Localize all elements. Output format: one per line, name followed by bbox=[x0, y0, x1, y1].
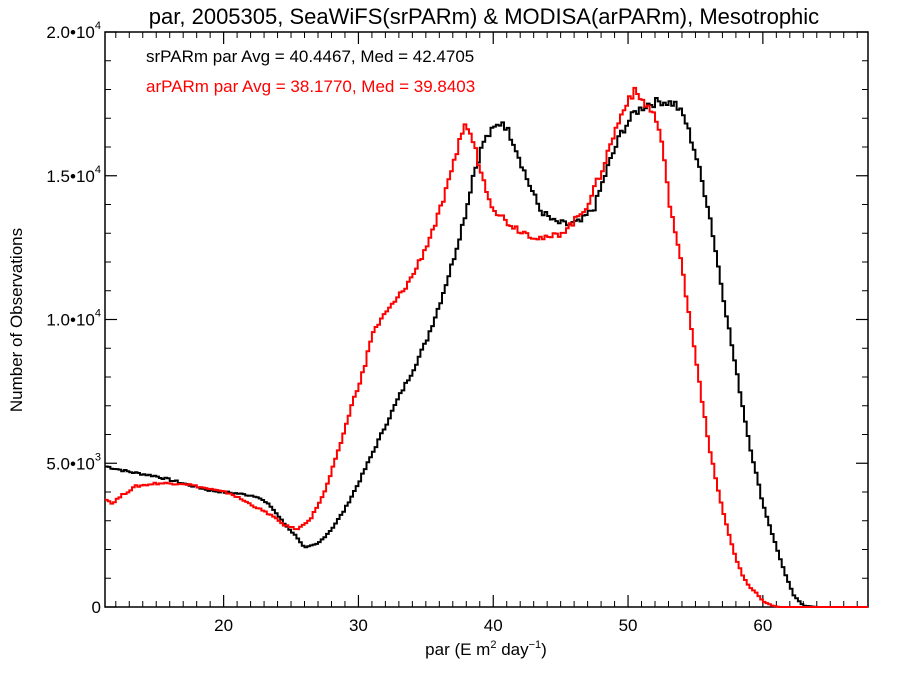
x-tick-label: 40 bbox=[484, 616, 503, 635]
y-tick-label: 2.0•104 bbox=[46, 20, 101, 42]
x-tick-label: 30 bbox=[349, 616, 368, 635]
y-tick-labels: 0 5.0•103 1.0•104 1.5•104 2.0•104 bbox=[46, 20, 101, 617]
x-axis-label: par (E m2 day−1) bbox=[425, 639, 547, 659]
y-tick-label: 5.0•103 bbox=[46, 451, 101, 473]
legend-entry-arparm: arPARm par Avg = 38.1770, Med = 39.8403 bbox=[146, 77, 475, 96]
x-tick-label: 60 bbox=[753, 616, 772, 635]
plot-frame bbox=[104, 31, 869, 608]
series-srparm-line bbox=[105, 97, 868, 608]
axis-ticks bbox=[105, 31, 868, 608]
y-tick-label: 1.0•104 bbox=[46, 308, 101, 330]
series-layer bbox=[105, 86, 868, 608]
series-arparm-line bbox=[105, 86, 868, 608]
x-tick-label: 20 bbox=[214, 616, 233, 635]
legend: srPARm par Avg = 40.4467, Med = 42.4705 … bbox=[146, 47, 475, 96]
y-tick-label: 0 bbox=[92, 598, 101, 617]
x-axis-label-end: ) bbox=[541, 640, 547, 659]
legend-entry-srparm: srPARm par Avg = 40.4467, Med = 42.4705 bbox=[146, 47, 474, 66]
x-tick-labels: 20 30 40 50 60 bbox=[214, 616, 772, 635]
x-axis-label-sup2: −1 bbox=[529, 639, 542, 651]
x-tick-label: 50 bbox=[619, 616, 638, 635]
y-tick-label: 1.5•104 bbox=[46, 164, 101, 186]
x-axis-label-base: par (E m bbox=[425, 640, 490, 659]
x-axis-label-sup1: 2 bbox=[490, 639, 496, 651]
y-axis-label: Number of Observations bbox=[7, 228, 26, 412]
x-axis-label-mid: day bbox=[496, 640, 529, 659]
chart-title: par, 2005305, SeaWiFS(srPARm) & MODISA(a… bbox=[149, 4, 819, 29]
